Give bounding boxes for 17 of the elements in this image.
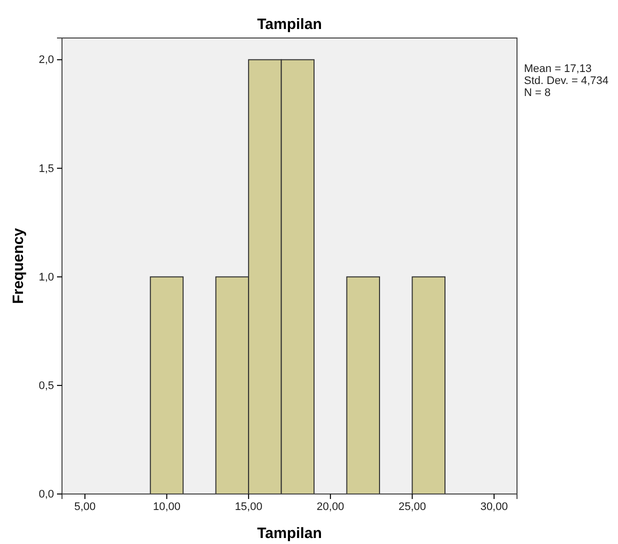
y-tick-label: 0,5 — [38, 380, 54, 392]
x-tick-label: 20,00 — [316, 500, 344, 513]
y-tick-label: 0,0 — [38, 488, 54, 501]
y-tick-label: 2,0 — [38, 54, 54, 66]
chart-title: Tampilan — [257, 16, 322, 33]
text: Mean = 17,13 — [524, 63, 592, 75]
text: Std. Dev. = 4,734 — [524, 75, 608, 87]
text: N = 8 — [524, 87, 551, 99]
x-tick-label: 15,00 — [234, 500, 262, 513]
y-tick-label: 1,5 — [38, 162, 54, 175]
x-tick-label: 5,00 — [74, 500, 96, 513]
y-tick-label: 1,0 — [38, 271, 54, 284]
y-axis-title: Frequency — [10, 227, 27, 304]
x-tick-label: 25,00 — [398, 500, 426, 513]
x-tick-label: 30,00 — [480, 500, 508, 513]
x-axis-title: Tampilan — [257, 525, 322, 542]
x-tick-label: 10,00 — [152, 500, 181, 513]
